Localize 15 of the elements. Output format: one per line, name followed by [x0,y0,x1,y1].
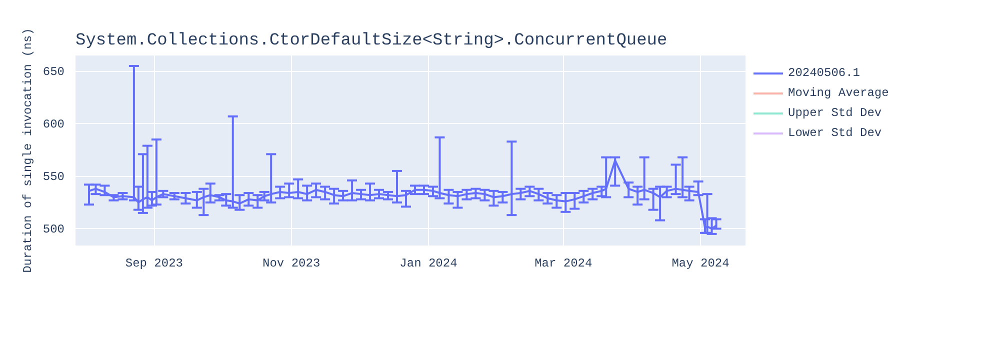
y-tick-label: 600 [42,118,65,132]
y-tick-label: 500 [42,222,65,237]
legend-label: 20240506.1 [788,65,860,82]
y-tick-label: 550 [42,170,65,184]
x-tick-label: Jan 2024 [400,256,458,270]
chart-title: System.Collections.CtorDefaultSize<String>.ConcurrentQueue [76,32,668,50]
x-tick-label: Mar 2024 [534,256,592,270]
y-tick-label: 650 [42,65,65,80]
x-tick-label: Nov 2023 [262,256,320,270]
x-tick-label: Sep 2023 [125,256,183,270]
y-axis-title: Duration of single invocation (ns) [20,28,35,273]
x-tick-label: May 2024 [672,256,730,270]
legend-label: Lower Std Dev [788,125,882,142]
legend-label: Moving Average [788,85,889,102]
legend-label: Upper Std Dev [788,105,882,122]
